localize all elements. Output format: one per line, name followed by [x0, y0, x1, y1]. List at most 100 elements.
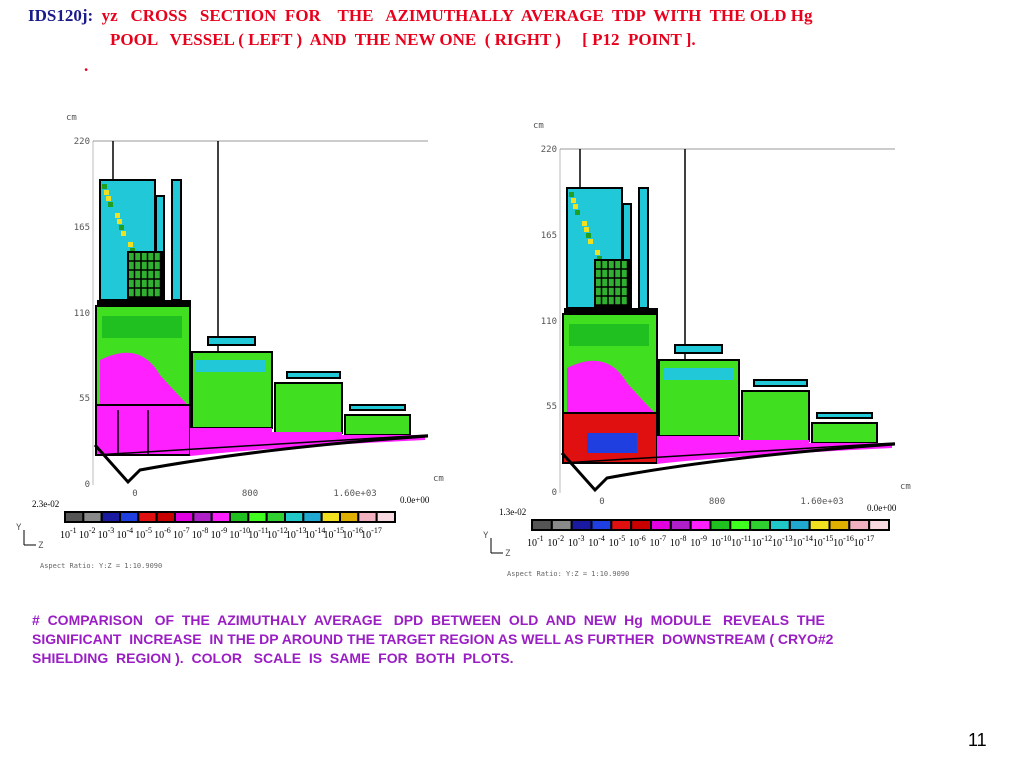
colorbar-base: 10 [813, 538, 823, 549]
y-tick-label: 0 [552, 488, 557, 498]
colorbar-label: 10-3 [568, 534, 585, 549]
region [349, 404, 406, 411]
colorbar-exponent: -4 [126, 526, 133, 535]
y-unit: cm [66, 113, 77, 123]
colorbar-exponent: -10 [239, 526, 250, 535]
region [100, 352, 188, 405]
colorbar-exponent: -14 [315, 526, 326, 535]
colorbar-base: 10 [60, 530, 70, 541]
colorbar-label: 10-1 [60, 526, 77, 541]
colorbar-exponent: -11 [258, 526, 268, 535]
note-line: SHIELDING REGION ). COLOR SCALE IS SAME … [32, 650, 514, 666]
region [196, 360, 266, 372]
region [119, 511, 140, 523]
colorbar-exponent: -16 [843, 534, 854, 543]
y-tick-label: 165 [541, 231, 557, 241]
colorbar-label: 10-14 [792, 534, 813, 549]
region [117, 219, 122, 224]
colorbar-base: 10 [211, 530, 221, 541]
region [102, 316, 182, 338]
colorbar-base: 10 [135, 530, 145, 541]
x-tick-label: 1.60e+03 [333, 489, 376, 499]
colorbar-label: 10-2 [547, 534, 564, 549]
x-tick-label: 0 [132, 489, 137, 499]
region [564, 308, 658, 314]
colorbar-base: 10 [792, 538, 802, 549]
colorbar-exponent: -6 [639, 534, 646, 543]
colorbar-exponent: -9 [221, 526, 228, 535]
colorbar-exponent: -16 [352, 526, 363, 535]
region [128, 242, 133, 247]
colorbar-base: 10 [361, 530, 371, 541]
colorbar-label: 10-10 [229, 526, 250, 541]
region [582, 221, 587, 226]
region [571, 198, 576, 203]
title-text: yz CROSS SECTION FOR THE AZIMUTHALLY AVE… [101, 6, 813, 25]
region [587, 433, 637, 453]
region [375, 511, 396, 523]
colorbar-exponent: -9 [700, 534, 707, 543]
region [709, 519, 732, 531]
region [569, 324, 649, 346]
region [586, 233, 591, 238]
colorbar-exponent: -1 [70, 526, 77, 535]
axis-y-label: Y [16, 523, 22, 533]
colorbar-base: 10 [324, 530, 334, 541]
region [344, 414, 411, 436]
x-tick-label: 0 [599, 497, 604, 507]
colorbar-exponent: -5 [619, 534, 626, 543]
colorbar-label: 10-13 [286, 526, 307, 541]
colorbar-exponent: -7 [659, 534, 666, 543]
colorbar-base: 10 [752, 538, 762, 549]
region [550, 519, 573, 531]
colorbar-label: 10-16 [833, 534, 854, 549]
colorbar-exponent: -1 [537, 534, 544, 543]
aspect-ratio: Aspect Ratio: Y:Z = 1:10.9090 [507, 570, 629, 578]
title-line: IDS120j: yz CROSS SECTION FOR THE AZIMUT… [28, 6, 813, 26]
colorbar-label: 10-11 [731, 534, 751, 549]
region [284, 511, 305, 523]
colorbar-base: 10 [833, 538, 843, 549]
region [573, 204, 578, 209]
colorbar-label: 10-5 [135, 526, 152, 541]
region [828, 519, 851, 531]
region [594, 259, 630, 307]
colorbar-exponent: -15 [823, 534, 834, 543]
region [82, 511, 103, 523]
colorbar-label: 10-13 [772, 534, 793, 549]
title-line: POOL VESSEL ( LEFT ) AND THE NEW ONE ( R… [110, 30, 696, 49]
colorbar-label: 10-7 [173, 526, 190, 541]
region [669, 519, 692, 531]
colorbar-label: 10-15 [324, 526, 345, 541]
colorbar-label: 10-15 [813, 534, 834, 549]
region [674, 344, 723, 354]
note-line: # COMPARISON OF THE AZIMUTHALY AVERAGE D… [32, 612, 825, 628]
colorbar-base: 10 [670, 538, 680, 549]
colorbar-label: 10-6 [154, 526, 171, 541]
colorbar-exponent: -7 [183, 526, 190, 535]
colorbar-label: 10-6 [629, 534, 646, 549]
region [848, 519, 871, 531]
scale-min: 0.0e+00 [400, 495, 430, 505]
colorbar-base: 10 [342, 530, 352, 541]
region [811, 422, 878, 444]
x-tick-label: 1.60e+03 [800, 497, 843, 507]
colorbar-base: 10 [629, 538, 639, 549]
region [769, 519, 791, 531]
colorbar-label: 10-4 [588, 534, 605, 549]
title-label: IDS120j: [28, 6, 94, 25]
colorbar-label: 10-14 [305, 526, 326, 541]
region [816, 412, 873, 419]
region [210, 511, 232, 523]
colorbar-exponent: -8 [680, 534, 687, 543]
region [127, 251, 163, 299]
region [192, 511, 213, 523]
colorbar-base: 10 [267, 530, 277, 541]
region [95, 404, 191, 456]
region [115, 213, 120, 218]
colorbar-base: 10 [116, 530, 126, 541]
colorbar-base: 10 [690, 538, 700, 549]
colorbar-label: 10-4 [116, 526, 133, 541]
colorbar-base: 10 [854, 538, 864, 549]
